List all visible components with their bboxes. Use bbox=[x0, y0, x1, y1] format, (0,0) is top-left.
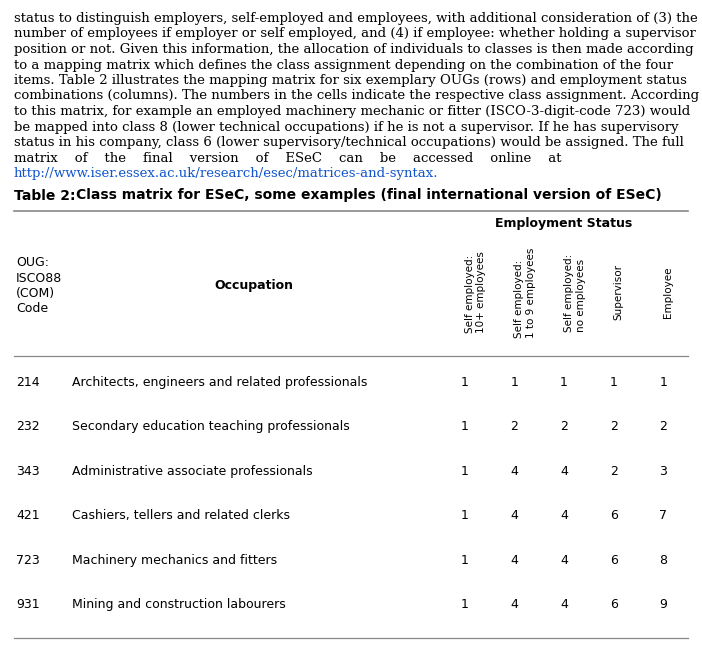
Text: Occupation: Occupation bbox=[215, 279, 293, 292]
Text: 931: 931 bbox=[16, 598, 39, 611]
Text: 3: 3 bbox=[659, 464, 667, 478]
Text: 2: 2 bbox=[560, 421, 568, 433]
Text: Table 2:: Table 2: bbox=[14, 189, 76, 202]
Text: number of employees if employer or self employed, and (4) if employee: whether h: number of employees if employer or self … bbox=[14, 28, 696, 41]
Text: Secondary education teaching professionals: Secondary education teaching professiona… bbox=[72, 421, 350, 433]
Text: 421: 421 bbox=[16, 509, 39, 522]
Text: Employee: Employee bbox=[663, 267, 673, 318]
Text: Mining and construction labourers: Mining and construction labourers bbox=[72, 598, 286, 611]
Text: 1: 1 bbox=[461, 464, 469, 478]
Text: 6: 6 bbox=[609, 554, 618, 567]
Text: 1: 1 bbox=[461, 421, 469, 433]
Text: position or not. Given this information, the allocation of individuals to classe: position or not. Given this information,… bbox=[14, 43, 694, 56]
Text: 9: 9 bbox=[659, 598, 667, 611]
Text: to this matrix, for example an employed machinery mechanic or fitter (ISCO-3-dig: to this matrix, for example an employed … bbox=[14, 105, 690, 118]
Text: Self employed:
1 to 9 employees: Self employed: 1 to 9 employees bbox=[515, 247, 536, 338]
Text: 4: 4 bbox=[560, 598, 568, 611]
Text: Supervisor: Supervisor bbox=[614, 264, 623, 320]
Text: 4: 4 bbox=[510, 554, 518, 567]
Text: Self employed:
10+ employees: Self employed: 10+ employees bbox=[465, 251, 486, 333]
Text: combinations (columns). The numbers in the cells indicate the respective class a: combinations (columns). The numbers in t… bbox=[14, 90, 699, 103]
Text: Employment Status: Employment Status bbox=[496, 216, 633, 229]
Text: 4: 4 bbox=[560, 554, 568, 567]
Text: 7: 7 bbox=[659, 509, 667, 522]
Text: 2: 2 bbox=[510, 421, 518, 433]
Text: to a mapping matrix which defines the class assignment depending on the combinat: to a mapping matrix which defines the cl… bbox=[14, 59, 673, 72]
Text: 4: 4 bbox=[510, 598, 518, 611]
Text: 343: 343 bbox=[16, 464, 39, 478]
Text: 6: 6 bbox=[609, 509, 618, 522]
Text: Cashiers, tellers and related clerks: Cashiers, tellers and related clerks bbox=[72, 509, 290, 522]
Text: 1: 1 bbox=[461, 376, 469, 389]
Text: 8: 8 bbox=[659, 554, 667, 567]
Text: http://www.iser.essex.ac.uk/research/esec/matrices-and-syntax.: http://www.iser.essex.ac.uk/research/ese… bbox=[14, 167, 439, 180]
Text: status in his company, class 6 (lower supervisory/technical occupations) would b: status in his company, class 6 (lower su… bbox=[14, 136, 684, 149]
Text: 1: 1 bbox=[659, 376, 667, 389]
Text: 2: 2 bbox=[659, 421, 667, 433]
Text: 2: 2 bbox=[609, 464, 618, 478]
Text: Architects, engineers and related professionals: Architects, engineers and related profes… bbox=[72, 376, 367, 389]
Text: Administrative associate professionals: Administrative associate professionals bbox=[72, 464, 312, 478]
Text: 4: 4 bbox=[560, 509, 568, 522]
Text: OUG:
ISCO88
(COM)
Code: OUG: ISCO88 (COM) Code bbox=[16, 256, 62, 315]
Text: Self employed:
no employees: Self employed: no employees bbox=[564, 253, 585, 331]
Text: 214: 214 bbox=[16, 376, 39, 389]
Text: 2: 2 bbox=[609, 421, 618, 433]
Text: 1: 1 bbox=[461, 598, 469, 611]
Text: 232: 232 bbox=[16, 421, 39, 433]
Text: 1: 1 bbox=[461, 554, 469, 567]
Text: items. Table 2 illustrates the mapping matrix for six exemplary OUGs (rows) and : items. Table 2 illustrates the mapping m… bbox=[14, 74, 687, 87]
Text: Machinery mechanics and fitters: Machinery mechanics and fitters bbox=[72, 554, 277, 567]
Text: Class matrix for ESeC, some examples (final international version of ESeC): Class matrix for ESeC, some examples (fi… bbox=[76, 189, 662, 202]
Text: matrix    of    the    final    version    of    ESeC    can    be    accessed  : matrix of the final version of ESeC can … bbox=[14, 152, 562, 165]
Text: 723: 723 bbox=[16, 554, 40, 567]
Text: 1: 1 bbox=[560, 376, 568, 389]
Text: 1: 1 bbox=[461, 509, 469, 522]
Text: be mapped into class 8 (lower technical occupations) if he is not a supervisor. : be mapped into class 8 (lower technical … bbox=[14, 121, 679, 134]
Text: 4: 4 bbox=[510, 464, 518, 478]
Text: 6: 6 bbox=[609, 598, 618, 611]
Text: 1: 1 bbox=[510, 376, 518, 389]
Text: status to distinguish employers, self-employed and employees, with additional co: status to distinguish employers, self-em… bbox=[14, 12, 698, 25]
Text: 4: 4 bbox=[510, 509, 518, 522]
Text: 4: 4 bbox=[560, 464, 568, 478]
Text: 1: 1 bbox=[609, 376, 618, 389]
